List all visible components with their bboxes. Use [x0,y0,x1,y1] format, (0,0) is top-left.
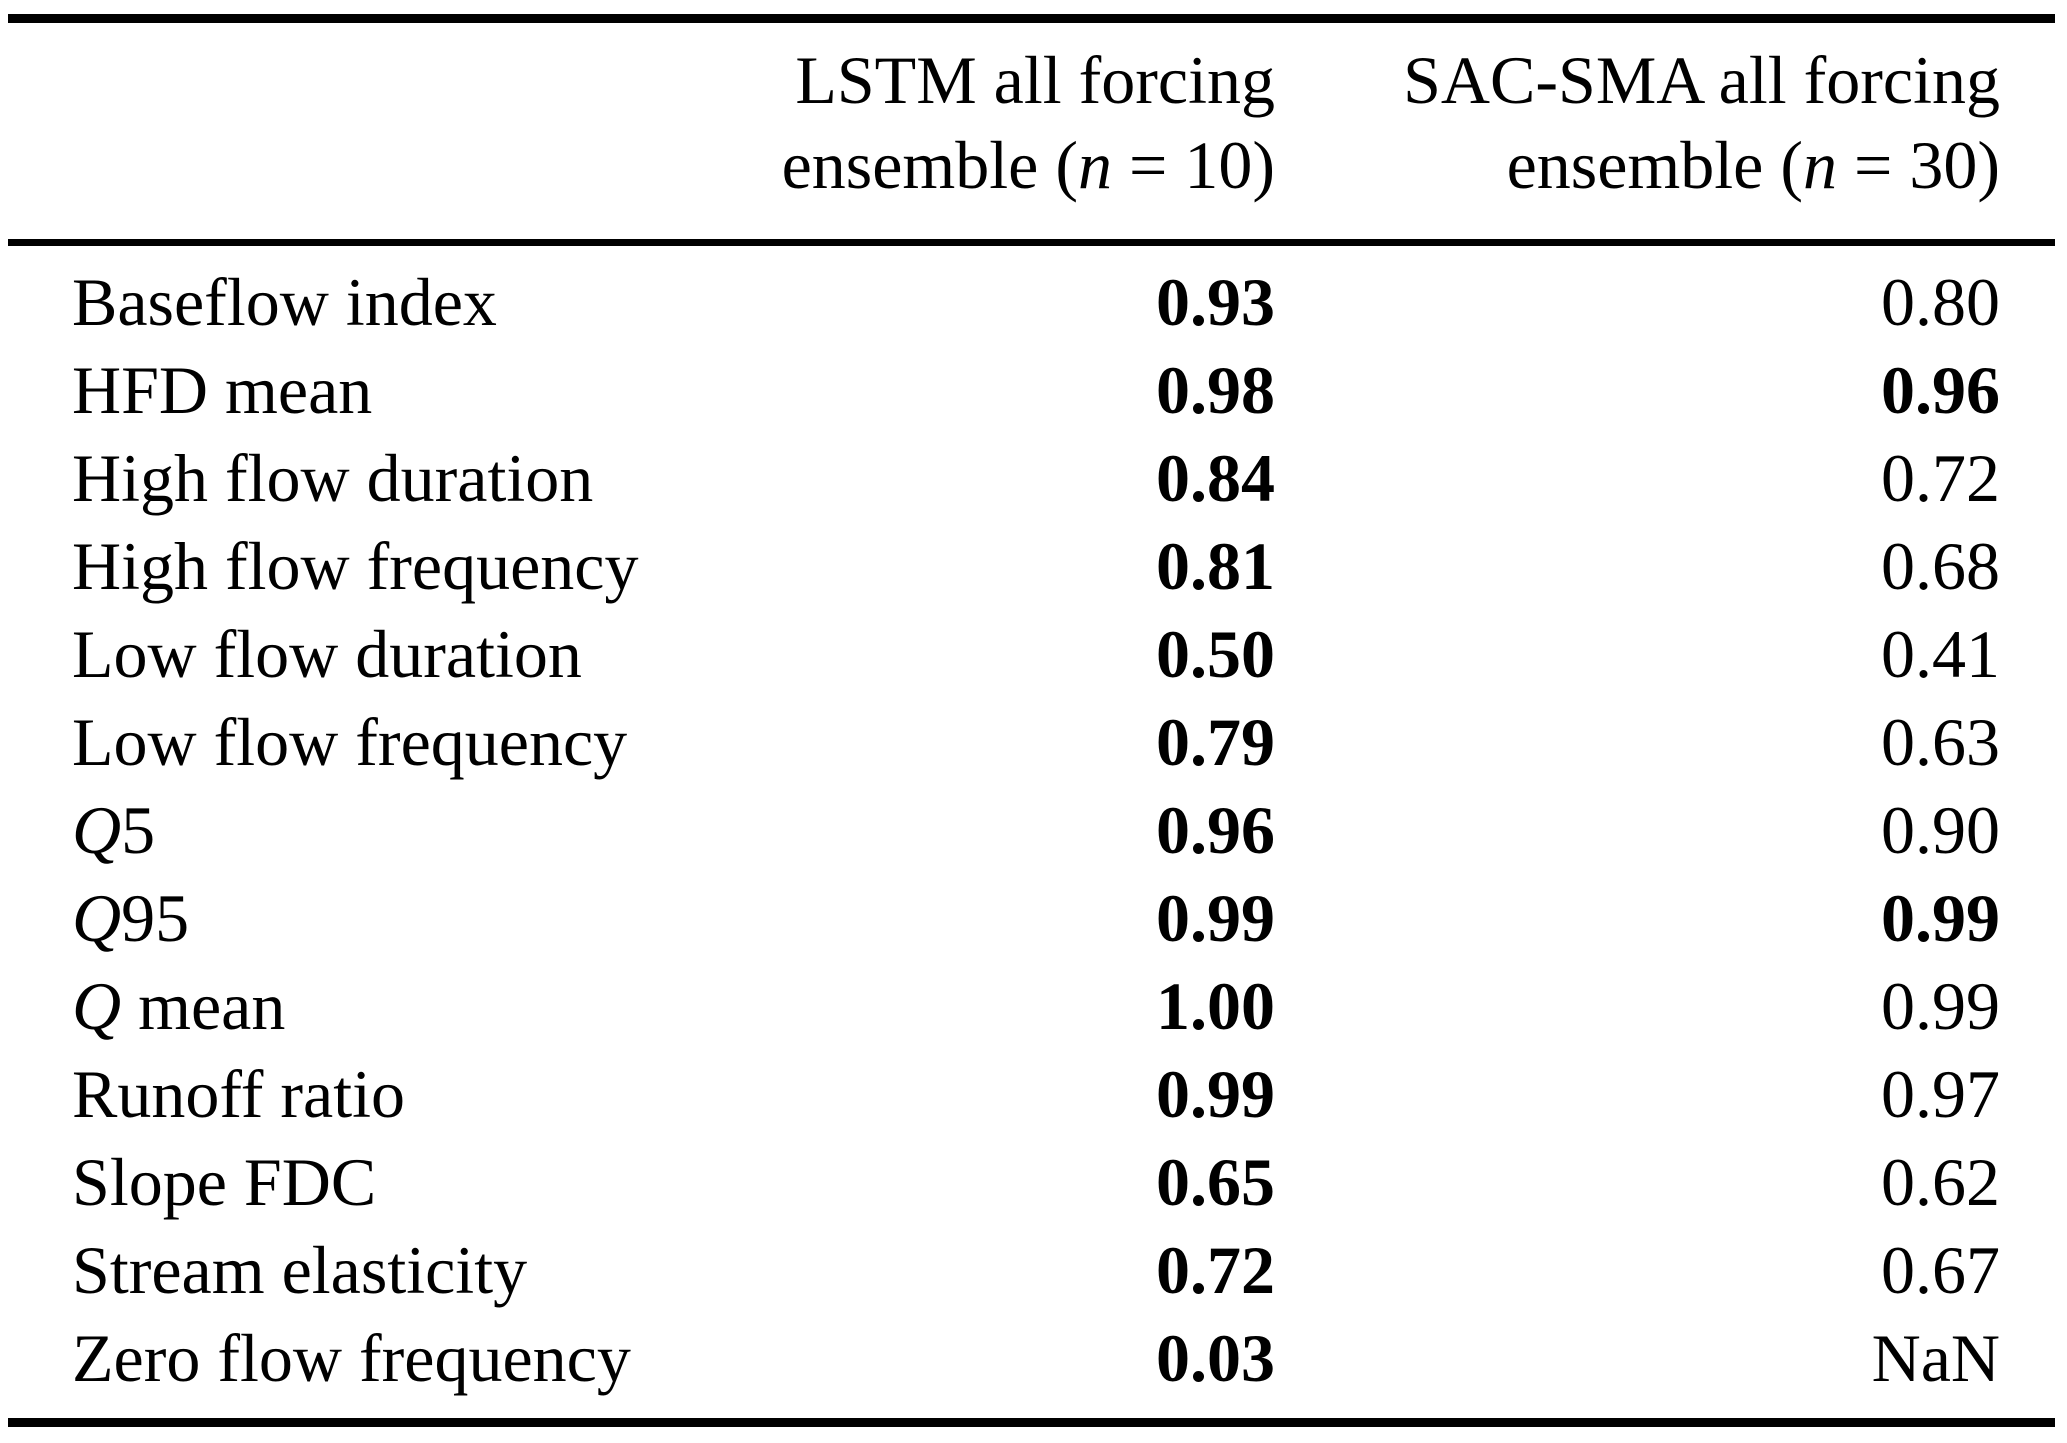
header-spacer [72,38,775,208]
lstm-value: 0.99 [1156,880,1275,956]
row-label-text: Baseflow index [72,264,497,340]
row-label: Low flow frequency [72,698,775,786]
table-row: High flow duration 0.84 0.72 [72,434,2000,522]
table-top-rule [8,14,2055,23]
row-label-text: HFD mean [72,352,373,428]
row-label: Runoff ratio [72,1050,775,1138]
sac-value: 0.67 [1881,1232,2000,1308]
sac-value: 0.62 [1881,1144,2000,1220]
row-label-text: 95 [121,880,190,956]
table-row: Low flow frequency 0.79 0.63 [72,698,2000,786]
sac-value: 0.41 [1881,616,2000,692]
row-label: High flow duration [72,434,775,522]
lstm-value: 1.00 [1156,968,1275,1044]
lstm-value: 0.72 [1156,1232,1275,1308]
sac-value: 0.99 [1881,880,2000,956]
lstm-value: 0.03 [1156,1320,1275,1396]
sac-value: 0.96 [1881,352,2000,428]
row-label-text: Low flow frequency [72,704,628,780]
header-col-lstm: LSTM all forcing ensemble (n = 10) [775,38,1275,208]
lstm-value: 0.79 [1156,704,1275,780]
row-label-text: Stream elasticity [72,1232,528,1308]
row-label: Slope FDC [72,1138,775,1226]
row-label-italic: Q [72,968,122,1044]
header-sac-line2: ensemble (n = 30) [1275,123,2000,208]
header-sac-line1: SAC-SMA all forcing [1403,42,2000,118]
header-sac-n-symbol: n [1803,127,1837,203]
lstm-value: 0.81 [1156,528,1275,604]
table-row: Q5 0.96 0.90 [72,786,2000,874]
row-label-text: Runoff ratio [72,1056,406,1132]
sac-value: 0.63 [1881,704,2000,780]
row-label-text: High flow duration [72,440,594,516]
table-body: Baseflow index 0.93 0.80 HFD mean 0.98 0… [72,258,2000,1402]
lstm-value: 0.93 [1156,264,1275,340]
row-label-text: 5 [121,792,156,868]
row-label-italic: Q [72,792,122,868]
table-row: Zero flow frequency 0.03 NaN [72,1314,2000,1402]
table-header-rule [8,239,2055,246]
row-label-text: Zero flow frequency [72,1320,631,1396]
table-row: Runoff ratio 0.99 0.97 [72,1050,2000,1138]
sac-value: 0.99 [1881,968,2000,1044]
header-sac-line2-pre: ensemble ( [1506,127,1803,203]
lstm-value: 0.96 [1156,792,1275,868]
table-row: Stream elasticity 0.72 0.67 [72,1226,2000,1314]
sac-value: 0.72 [1881,440,2000,516]
table-bottom-rule [8,1418,2055,1427]
row-label-text: High flow frequency [72,528,639,604]
row-label-text: mean [121,968,286,1044]
row-label-text: Low flow duration [72,616,582,692]
sac-value: NaN [1871,1320,2000,1396]
lstm-value: 0.98 [1156,352,1275,428]
sac-value: 0.80 [1881,264,2000,340]
table-row: Low flow duration 0.50 0.41 [72,610,2000,698]
row-label: Q5 [72,786,775,874]
table-row: Slope FDC 0.65 0.62 [72,1138,2000,1226]
header-lstm-n-symbol: n [1078,127,1112,203]
header-sac-line2-post: = 30) [1837,127,2000,203]
row-label-italic: Q [72,880,122,956]
sac-value: 0.68 [1881,528,2000,604]
lstm-value: 0.50 [1156,616,1275,692]
lstm-value: 0.65 [1156,1144,1275,1220]
header-lstm-line2: ensemble (n = 10) [775,123,1275,208]
table-row: Q95 0.99 0.99 [72,874,2000,962]
header-lstm-line1: LSTM all forcing [795,42,1275,118]
sac-value: 0.90 [1881,792,2000,868]
table-header: LSTM all forcing ensemble (n = 10) SAC-S… [72,38,2000,208]
row-label: Low flow duration [72,610,775,698]
table-row: Q mean 1.00 0.99 [72,962,2000,1050]
row-label: Q95 [72,874,775,962]
lstm-value: 0.84 [1156,440,1275,516]
table-row: HFD mean 0.98 0.96 [72,346,2000,434]
table-row: High flow frequency 0.81 0.68 [72,522,2000,610]
row-label-text: Slope FDC [72,1144,377,1220]
row-label: Stream elasticity [72,1226,775,1314]
header-lstm-line2-pre: ensemble ( [781,127,1078,203]
row-label: Baseflow index [72,258,775,346]
table-row: Baseflow index 0.93 0.80 [72,258,2000,346]
header-lstm-line2-post: = 10) [1112,127,1275,203]
row-label: High flow frequency [72,522,775,610]
row-label: HFD mean [72,346,775,434]
row-label: Q mean [72,962,775,1050]
row-label: Zero flow frequency [72,1314,775,1402]
sac-value: 0.97 [1881,1056,2000,1132]
lstm-value: 0.99 [1156,1056,1275,1132]
header-col-sac: SAC-SMA all forcing ensemble (n = 30) [1275,38,2000,208]
